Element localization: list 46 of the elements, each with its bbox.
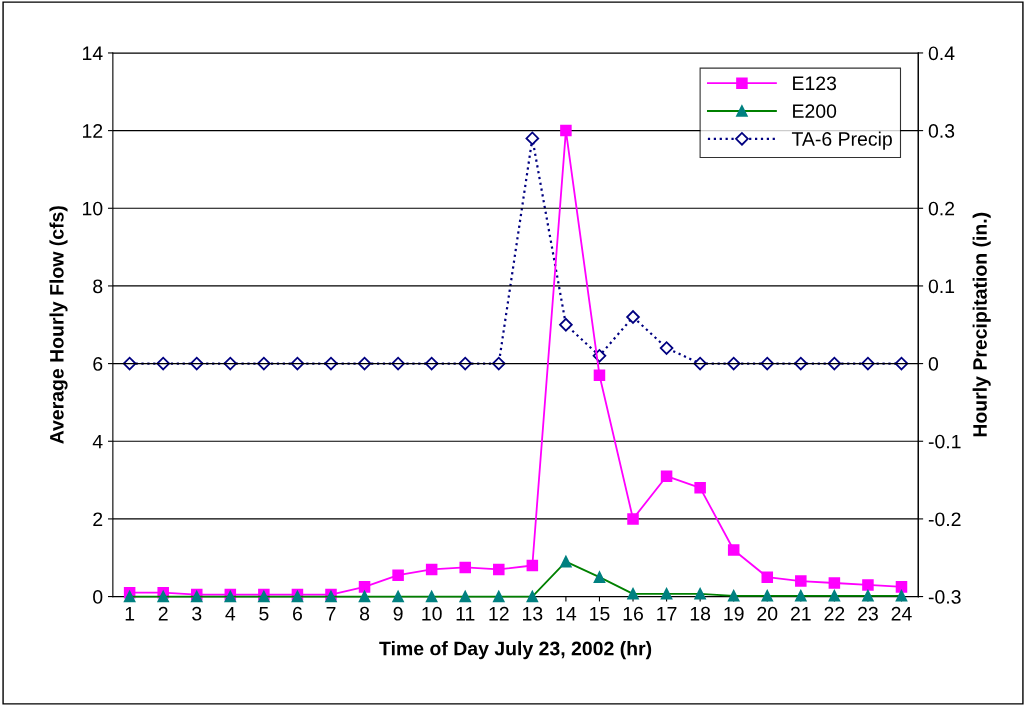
y2-tick-label: -0.2 <box>928 512 961 527</box>
y-tick-label: 14 <box>82 46 103 60</box>
x-tick-label: 6 <box>293 606 302 621</box>
y-tick-label: 12 <box>82 124 103 138</box>
legend-label: E200 <box>793 104 837 119</box>
y-tick-label: 6 <box>93 357 103 371</box>
y-axis-title: Average Hourly Flow (cfs) <box>49 206 68 444</box>
x-tick-label: 22 <box>824 606 845 621</box>
legend-label: TA-6 Precip <box>791 131 892 150</box>
y-tick-label: 2 <box>93 512 103 526</box>
x-tick-label: 13 <box>523 606 543 621</box>
x-tick-label: 3 <box>192 606 202 621</box>
x-tick-label: 14 <box>556 607 577 621</box>
legend-label: E123 <box>793 76 837 91</box>
x-tick-label: 12 <box>489 606 509 621</box>
x-tick-label: 9 <box>393 606 403 621</box>
y2-tick-label: 0.2 <box>928 201 955 216</box>
x-tick-label: 19 <box>724 606 744 621</box>
y2-axis-title: Hourly Precipitation (in.) <box>972 212 991 437</box>
x-tick-label: 4 <box>225 607 236 621</box>
x-tick-label: 5 <box>259 607 269 621</box>
y-tick-label: 8 <box>93 279 103 294</box>
y2-tick-label: 0.3 <box>928 124 955 138</box>
x-tick-label: 20 <box>757 606 778 621</box>
y2-tick-label: -0.3 <box>928 590 961 604</box>
y2-tick-label: 0.4 <box>928 46 955 61</box>
x-tick-label: 11 <box>456 607 475 621</box>
x-axis-title: Time of Day July 23, 2002 (hr) <box>379 641 652 660</box>
x-tick-label: 16 <box>623 606 643 621</box>
y-tick-label: 0 <box>93 590 103 604</box>
y2-tick-label: 0 <box>928 357 939 371</box>
y2-tick-label: 0.1 <box>928 279 955 294</box>
x-tick-label: 18 <box>690 606 711 621</box>
x-tick-label: 15 <box>590 607 610 621</box>
x-tick-label: 2 <box>158 606 168 621</box>
x-tick-label: 17 <box>657 607 677 621</box>
y-tick-label: 10 <box>82 201 103 216</box>
y2-tick-label: -0.1 <box>928 434 961 449</box>
x-tick-label: 24 <box>891 606 912 621</box>
x-tick-label: 23 <box>858 606 878 621</box>
x-tick-label: 7 <box>326 607 336 621</box>
y-tick-label: 4 <box>92 434 103 449</box>
x-tick-label: 21 <box>790 606 811 621</box>
x-tick-label: 10 <box>422 606 442 621</box>
x-tick-label: 1 <box>125 607 135 621</box>
x-tick-label: 8 <box>359 606 370 621</box>
